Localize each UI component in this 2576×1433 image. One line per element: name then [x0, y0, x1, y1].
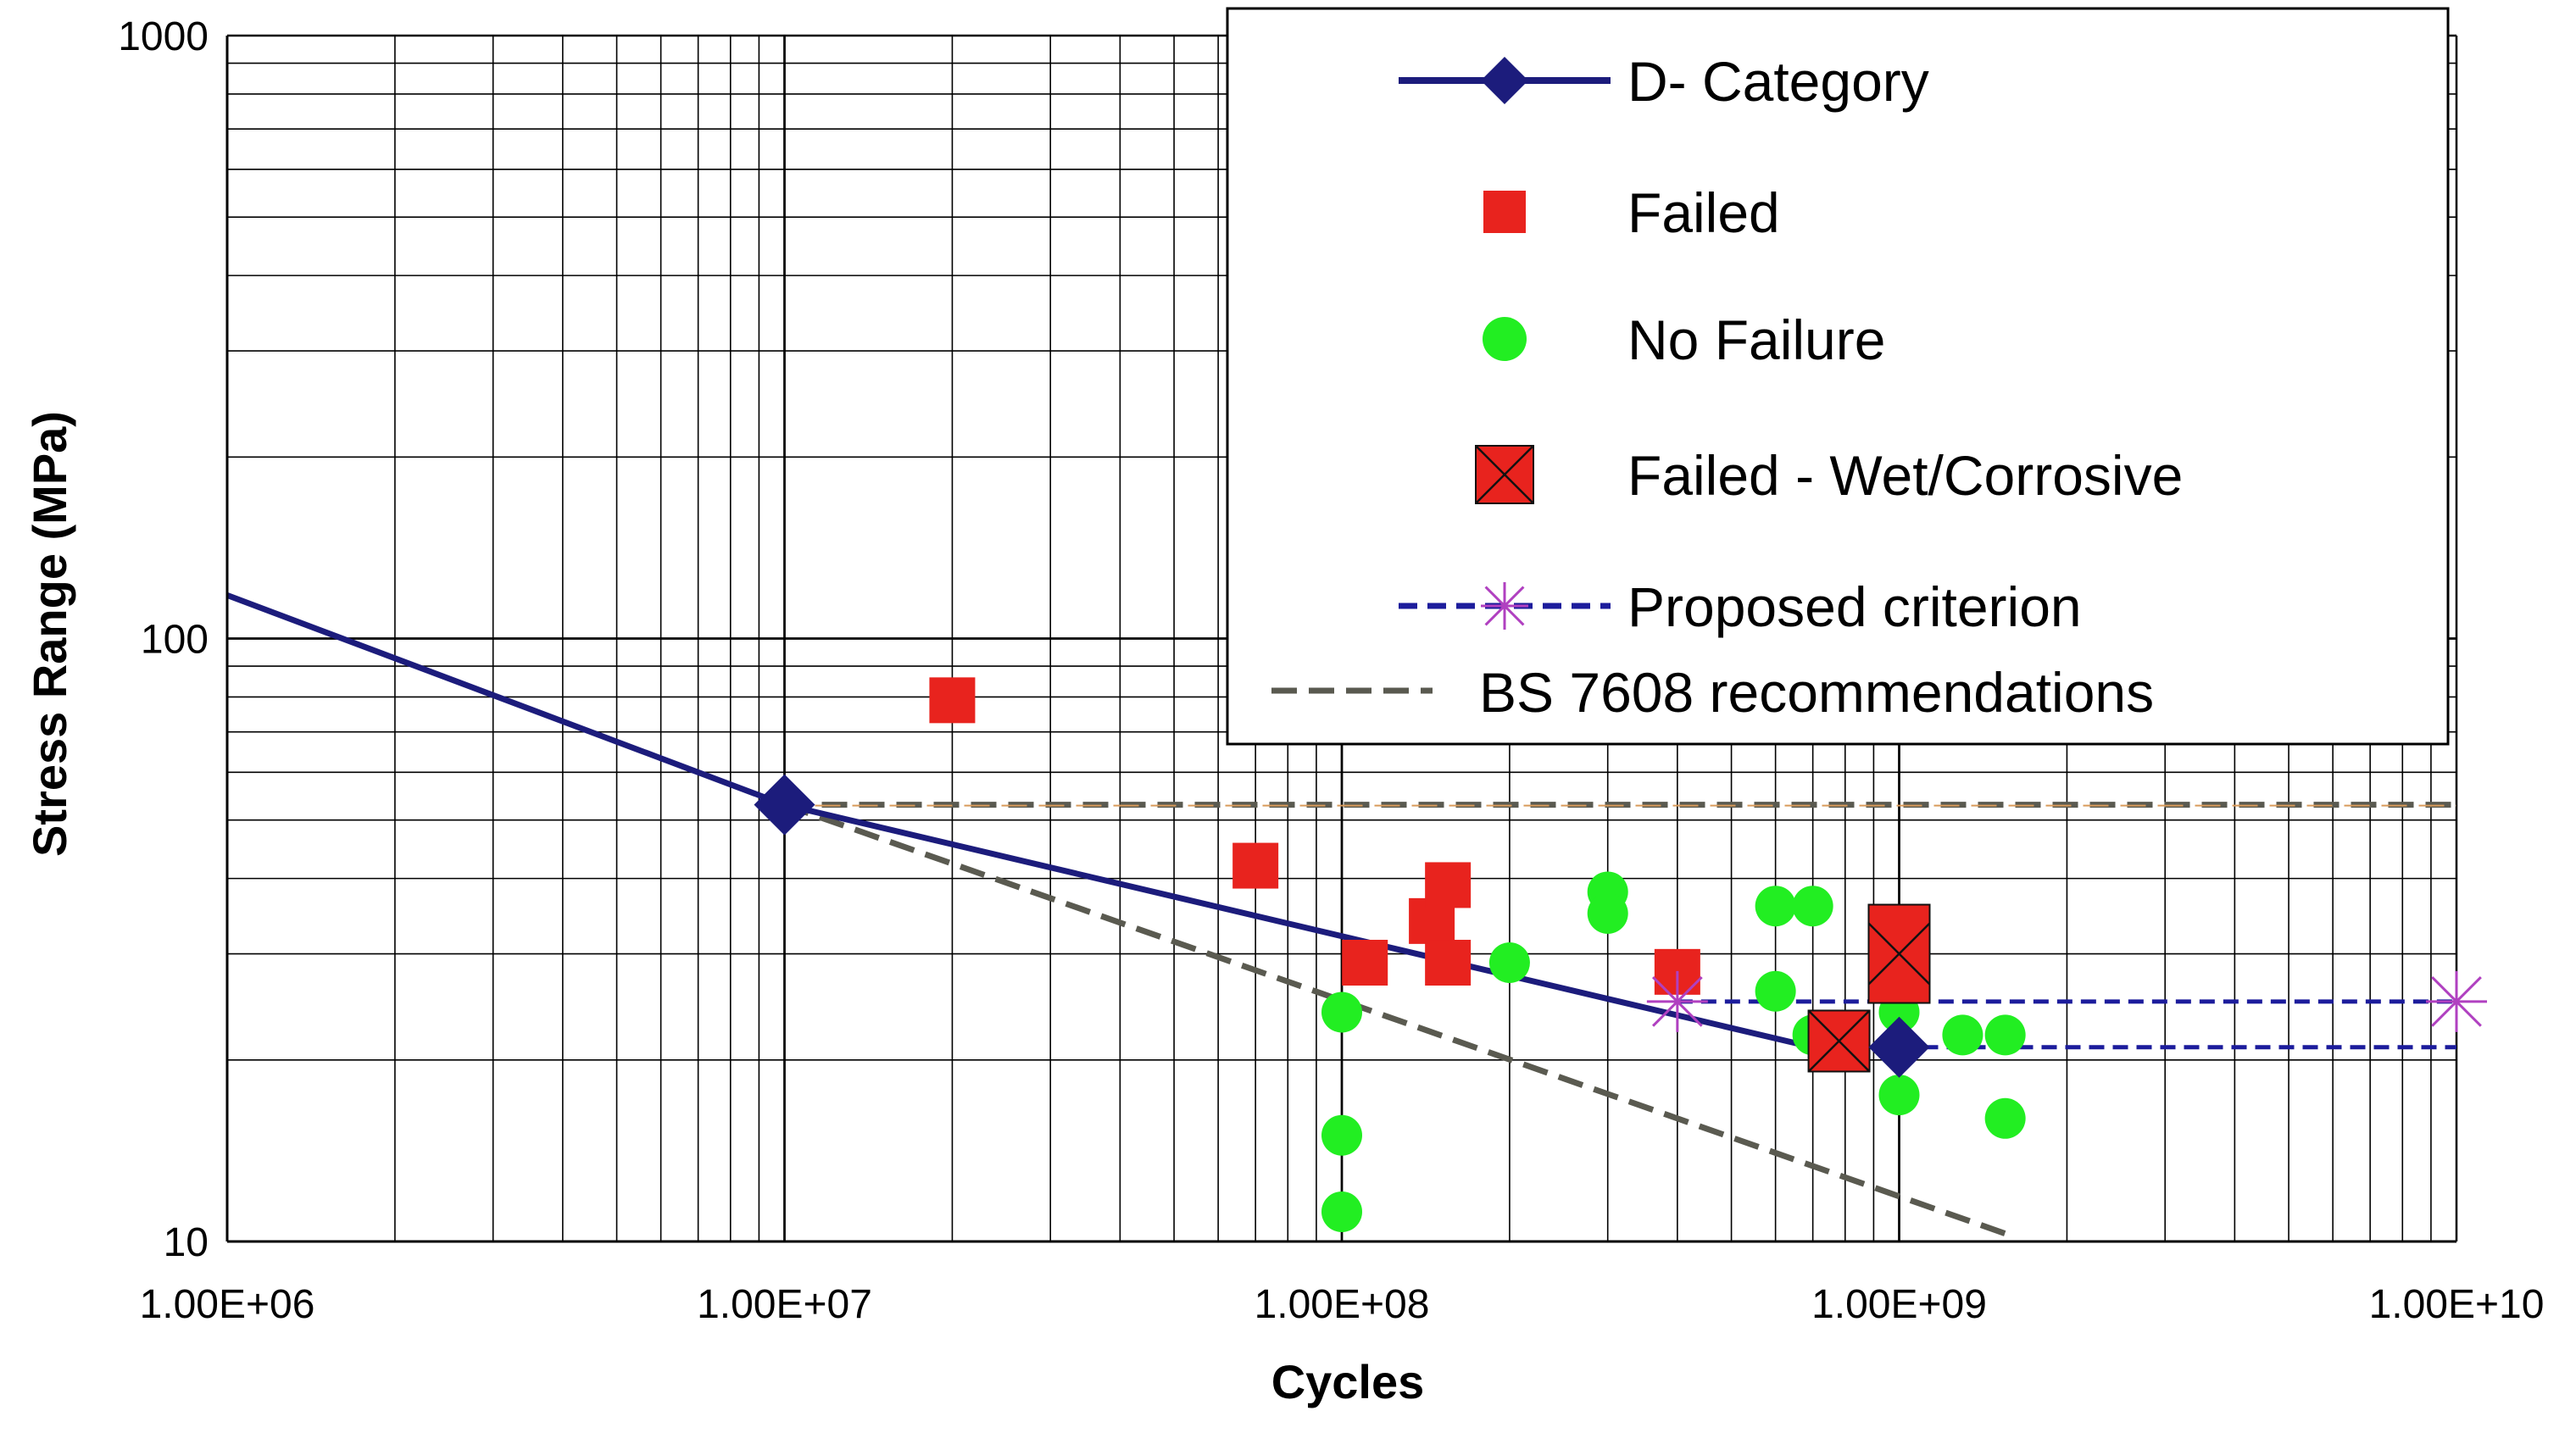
x-tick-label: 1.00E+07 [697, 1282, 872, 1327]
asterisk-d2 [2431, 976, 2482, 1027]
axes: 1.00E+06 1.00E+07 1.00E+08 1.00E+09 1.00E+10… [23, 14, 2544, 1408]
no-failure-point [1587, 892, 1628, 934]
proposed-criterion-marker [2426, 970, 2487, 1032]
legend-asterisk [1481, 582, 1528, 630]
failed-point [1425, 862, 1472, 908]
x-tick-labels: 1.00E+06 1.00E+07 1.00E+08 1.00E+09 1.00E+10 [140, 1282, 2545, 1327]
legend-item: D- Category [1399, 50, 1929, 113]
no-failure-point [1755, 970, 1796, 1012]
legend-diamond [1481, 57, 1528, 104]
legend-square [1483, 191, 1526, 233]
y-axis-title: Stress Range (MPa) [23, 411, 76, 857]
no-failure-point [1321, 1114, 1362, 1156]
no-failure-point [1984, 1014, 2026, 1056]
marker-cross-b [1867, 922, 1931, 986]
legend-item: Failed [1483, 181, 1780, 244]
asterisk-d2 [1484, 586, 1525, 626]
failed-point [1342, 940, 1388, 986]
proposed-criterion-marker [1646, 970, 1708, 1032]
y-tick-label: 1000 [118, 14, 209, 59]
no-failure-point [1755, 886, 1796, 927]
no-failure-point [1321, 1191, 1362, 1232]
legend-x-square [1475, 445, 1534, 504]
no-failure-point [1321, 991, 1362, 1033]
failed-point [929, 677, 976, 724]
no-failure-point [1984, 1097, 2026, 1139]
legend-label: D- Category [1627, 50, 1929, 113]
marker-cross-b [1807, 1009, 1871, 1073]
failed-point [1232, 842, 1279, 889]
x-tick-label: 1.00E+09 [1811, 1282, 1987, 1327]
x-tick-label: 1.00E+10 [2369, 1282, 2545, 1327]
legend-label: No Failure [1627, 308, 1885, 371]
asterisk-d2 [1651, 976, 1703, 1027]
no-failure-point [1942, 1014, 1983, 1056]
legend: D- Category Failed No Failure Failed - Wet/… [1226, 7, 2450, 746]
legend-label: BS 7608 recommendations [1479, 661, 2154, 724]
y-tick-label: 10 [164, 1220, 209, 1265]
legend-circle [1483, 317, 1527, 361]
legend-item: Proposed criterion [1399, 575, 2082, 638]
legend-box [1226, 7, 2450, 746]
no-failure-point [1792, 886, 1833, 927]
no-failure-point [1488, 942, 1530, 984]
series-layer [225, 592, 2487, 1240]
failed-wet-point [1807, 1009, 1871, 1073]
bs7608-line [783, 802, 2014, 1240]
legend-label: Proposed criterion [1627, 575, 2082, 638]
x-tick-label: 1.00E+06 [140, 1282, 315, 1327]
d-category-marker [1868, 1016, 1930, 1078]
marker-cross-b [1475, 445, 1534, 504]
y-tick-labels: 10 100 1000 [118, 14, 209, 1265]
x-tick-label: 1.00E+08 [1255, 1282, 1430, 1327]
legend-item: BS 7608 recommendations [1271, 661, 2154, 724]
legend-label: Failed - Wet/Corrosive [1627, 444, 2183, 507]
x-axis-title: Cycles [1271, 1355, 1425, 1408]
failed-point [1425, 940, 1472, 986]
no-failure-point [1878, 1075, 1920, 1116]
failed-wet-point [1867, 903, 1931, 1004]
legend-label: Failed [1627, 181, 1780, 244]
marker-box [1867, 903, 1931, 1004]
y-tick-label: 100 [141, 618, 209, 663]
legend-item: Failed - Wet/Corrosive [1475, 444, 2183, 507]
legend-item: No Failure [1483, 308, 1885, 371]
d-category-marker [754, 774, 815, 836]
